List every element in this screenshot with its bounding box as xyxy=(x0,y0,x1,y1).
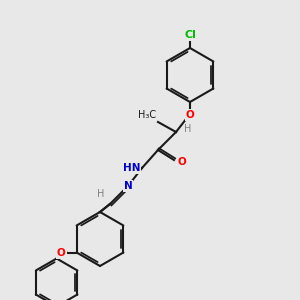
Text: O: O xyxy=(178,157,187,167)
Text: N: N xyxy=(124,181,132,191)
Text: HN: HN xyxy=(122,163,140,173)
Text: H: H xyxy=(97,189,104,199)
Text: O: O xyxy=(57,248,66,257)
Text: H₃C: H₃C xyxy=(138,110,156,120)
Text: Cl: Cl xyxy=(184,30,196,40)
Text: O: O xyxy=(186,110,194,120)
Text: H: H xyxy=(184,124,191,134)
